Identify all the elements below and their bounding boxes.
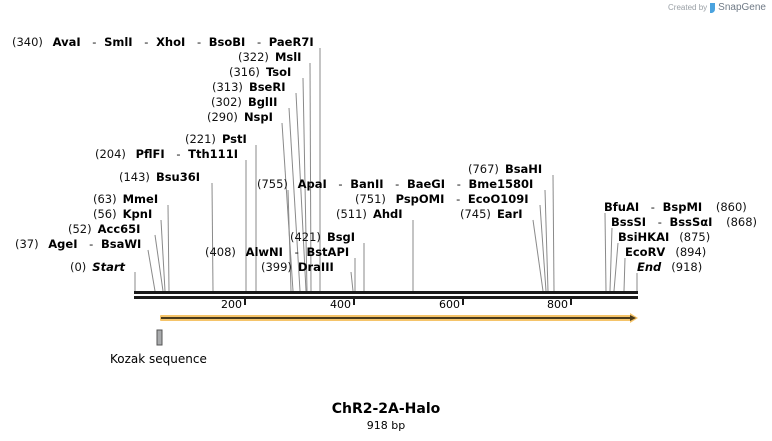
ruler-label-600: 600 <box>439 298 460 311</box>
leader-894 <box>623 257 626 292</box>
kozak-label: Kozak sequence <box>110 352 207 366</box>
leader-868 <box>609 227 613 292</box>
site-745[interactable]: (745) EarI <box>460 207 523 221</box>
construct-title: ChR2-2A-Halo <box>331 401 441 417</box>
site-322[interactable]: (322) MslI <box>238 50 301 64</box>
leader-745 <box>532 219 544 292</box>
site-143[interactable]: (143) Bsu36I <box>119 170 200 184</box>
site-399[interactable]: (399) DraIII <box>261 260 334 274</box>
leader-755 <box>544 189 549 292</box>
leader-56 <box>160 219 166 292</box>
site-302[interactable]: (302) BglII <box>211 95 277 109</box>
leader-52 <box>154 234 164 292</box>
site-875[interactable]: BsiHKAI (875) <box>618 230 710 244</box>
ruler: 200 400 600 800 <box>221 298 572 311</box>
site-204[interactable]: (204) PflFI - Tth111I <box>95 147 238 161</box>
leader-63 <box>167 204 170 292</box>
site-37[interactable]: (37) AgeI - BsaWI <box>15 237 141 251</box>
site-52[interactable]: (52) Acc65I <box>68 222 140 236</box>
ruler-label-400: 400 <box>330 298 351 311</box>
sequence-backbone-bottom <box>134 296 638 299</box>
site-860[interactable]: BfuAI - BspMI (860) <box>604 200 747 214</box>
kozak-feature[interactable] <box>156 329 163 346</box>
site-end[interactable]: End (918) <box>637 260 702 274</box>
leader-860 <box>604 212 607 292</box>
site-894[interactable]: EcoRV (894) <box>625 245 706 259</box>
construct-length: 918 bp <box>366 419 406 432</box>
leader-399 <box>350 271 354 292</box>
leader-313 <box>295 92 307 292</box>
leader-lines <box>134 48 638 292</box>
leader-322 <box>309 62 312 292</box>
snapgene-logo-icon <box>710 2 716 13</box>
site-751[interactable]: (751) PspOMI - EcoO109I <box>355 192 529 206</box>
ruler-label-800: 800 <box>547 298 568 311</box>
site-340[interactable]: (340) AvaI - SmlI - XhoI - BsoBI - PaeR7… <box>12 35 314 49</box>
site-63[interactable]: (63) MmeI <box>93 192 158 206</box>
site-56[interactable]: (56) KpnI <box>93 207 152 221</box>
orf-feature[interactable] <box>160 313 638 323</box>
snapgene-credit: Created by SnapGene <box>668 2 766 13</box>
site-511[interactable]: (511) AhdI <box>336 207 403 221</box>
sequence-backbone-top <box>134 291 638 294</box>
leader-316 <box>302 77 308 292</box>
site-868[interactable]: BssSI - BssSαI (868) <box>611 215 757 229</box>
site-767[interactable]: (767) BsaHI <box>468 162 542 176</box>
leader-143 <box>211 182 214 292</box>
leader-37 <box>147 249 156 292</box>
leader-767 <box>552 174 555 292</box>
credit-prefix: Created by <box>668 3 708 12</box>
leader-751 <box>539 204 547 292</box>
site-316[interactable]: (316) TsoI <box>229 65 291 79</box>
site-755[interactable]: (755) ApaI - BanII - BaeGI - Bme1580I <box>257 177 533 191</box>
site-313[interactable]: (313) BseRI <box>212 80 285 94</box>
ruler-label-200: 200 <box>221 298 242 311</box>
site-start[interactable]: (0) Start <box>70 260 126 274</box>
site-408[interactable]: (408) AlwNI - BstAPI <box>205 245 349 259</box>
site-290[interactable]: (290) NspI <box>207 110 273 124</box>
site-221[interactable]: (221) PstI <box>185 132 247 146</box>
leader-302 <box>288 107 301 292</box>
site-421[interactable]: (421) BsgI <box>290 230 355 244</box>
credit-brand: SnapGene <box>718 2 766 13</box>
leader-290 <box>281 122 294 292</box>
leader-755a <box>287 189 292 292</box>
leader-875 <box>613 242 619 292</box>
